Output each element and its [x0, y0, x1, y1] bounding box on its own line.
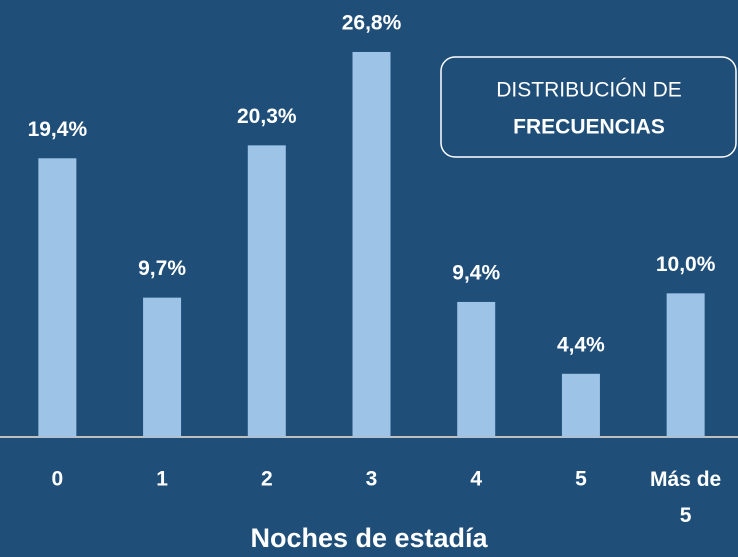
value-label: 4,4% — [557, 333, 605, 356]
value-label: 26,8% — [342, 12, 402, 35]
x-tick-label: 4 — [470, 468, 482, 491]
value-label: 20,3% — [237, 105, 297, 128]
value-label: 10,0% — [656, 253, 716, 276]
x-tick-label: 1 — [156, 468, 168, 491]
x-tick-label: 3 — [366, 468, 378, 491]
bar — [38, 158, 77, 437]
value-label: 19,4% — [28, 118, 88, 141]
bar — [457, 301, 496, 437]
annotation-box — [440, 56, 737, 158]
x-axis-label: Noches de estadía — [250, 523, 488, 553]
annotation-line: FRECUENCIAS — [513, 116, 665, 139]
x-tick-label: 0 — [52, 468, 64, 491]
x-tick-label: Más de 5 — [650, 468, 721, 527]
x-tick-label: 2 — [261, 468, 273, 491]
bar — [143, 297, 182, 437]
bar — [666, 293, 705, 437]
value-label: 9,7% — [138, 257, 186, 280]
bar — [561, 373, 600, 437]
x-tick-label: 5 — [575, 468, 587, 491]
annotation-line: DISTRIBUCIÓN DE — [496, 79, 682, 102]
bar — [247, 145, 286, 437]
value-label: 9,4% — [452, 262, 500, 285]
bar — [352, 51, 391, 438]
